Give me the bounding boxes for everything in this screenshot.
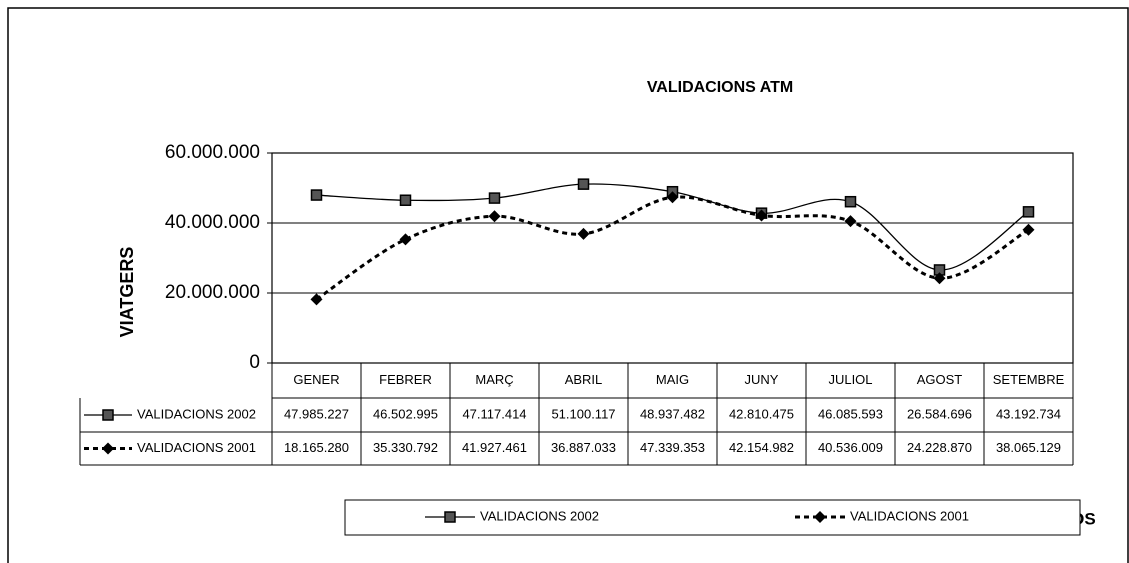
data-label: 38.065.129 — [996, 440, 1061, 455]
legend-marker — [814, 511, 826, 523]
y-tick-label: 60.000.000 — [165, 142, 260, 163]
point — [844, 195, 857, 208]
x-tick-label: ABRIL — [565, 372, 603, 387]
x-tick-label: JULIOL — [828, 372, 872, 387]
point — [844, 215, 857, 228]
point — [1022, 223, 1035, 236]
data-label: 18.165.280 — [284, 440, 349, 455]
y-tick-label: 20.000.000 — [165, 282, 260, 303]
point — [399, 194, 412, 206]
data-label: 24.228.870 — [907, 440, 972, 455]
data-label: 42.810.475 — [729, 406, 794, 421]
x-tick-label: MARÇ — [475, 372, 513, 387]
table-legend-marker — [102, 409, 114, 421]
point — [755, 209, 768, 222]
point — [666, 191, 679, 204]
y-axis-label: VIATGERS — [117, 247, 137, 338]
x-tick-label: JUNY — [745, 372, 779, 387]
table-series-label: VALIDACIONS 2002 — [137, 406, 256, 421]
legend-box — [344, 499, 1081, 536]
data-label: 41.927.461 — [462, 440, 527, 455]
data-label: 47.339.353 — [640, 440, 705, 455]
data-label: 35.330.792 — [373, 440, 438, 455]
point — [933, 272, 946, 285]
data-label: 36.887.033 — [551, 440, 616, 455]
x-tick-label: GENER — [293, 372, 339, 387]
point — [310, 189, 323, 201]
point — [577, 178, 590, 190]
x-tick-label: MAIG — [656, 372, 689, 387]
legend-marker — [444, 511, 456, 523]
point — [577, 227, 590, 240]
data-label: 43.192.734 — [996, 406, 1061, 421]
point — [488, 210, 501, 223]
data-label: 51.100.117 — [551, 406, 615, 421]
table-series-label: VALIDACIONS 2001 — [137, 440, 256, 455]
point — [399, 233, 412, 246]
data-label: 42.154.982 — [729, 440, 794, 455]
data-label: 46.085.593 — [818, 406, 883, 421]
point — [488, 192, 501, 204]
point — [1022, 206, 1035, 218]
data-label: 48.937.482 — [640, 406, 705, 421]
y-tick-label: 40.000.000 — [165, 212, 260, 233]
x-tick-label: AGOST — [917, 372, 963, 387]
chart-title: VALIDACIONS ATM — [647, 79, 793, 96]
x-tick-label: SETEMBRE — [993, 372, 1065, 387]
legend-label: VALIDACIONS 2001 — [850, 508, 969, 523]
data-label: 40.536.009 — [818, 440, 883, 455]
data-label: 26.584.696 — [907, 406, 972, 421]
data-label: 46.502.995 — [373, 406, 438, 421]
x-tick-label: FEBRER — [379, 372, 432, 387]
data-label: 47.117.414 — [462, 406, 526, 421]
point — [310, 293, 323, 306]
data-label: 47.985.227 — [284, 406, 349, 421]
y-tick-label: 0 — [249, 352, 260, 373]
chart-frame — [7, 7, 1129, 563]
legend-label: VALIDACIONS 2002 — [480, 508, 599, 523]
table-legend-marker — [102, 442, 114, 455]
